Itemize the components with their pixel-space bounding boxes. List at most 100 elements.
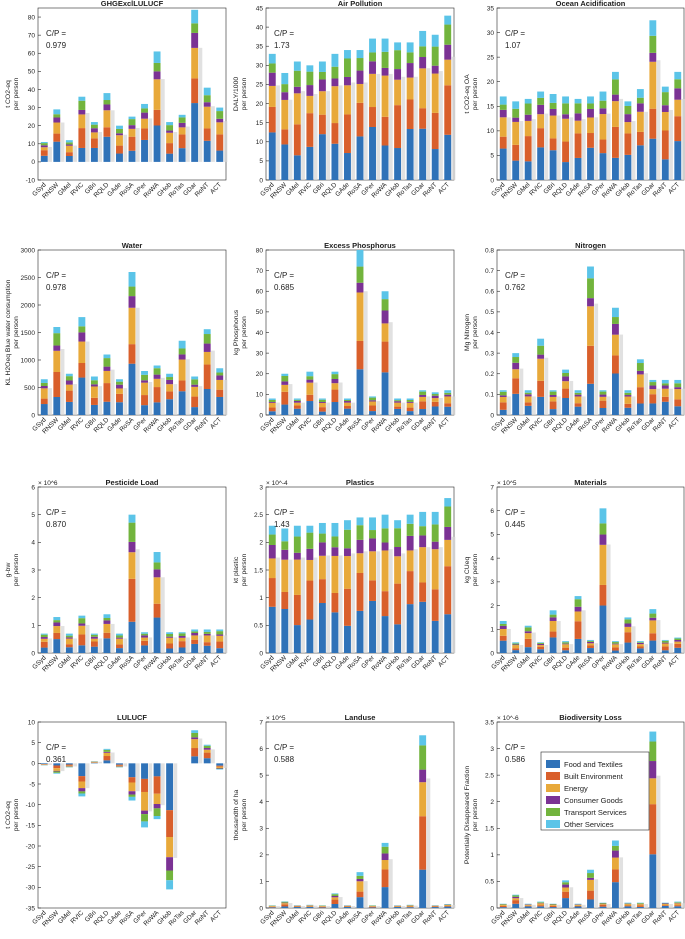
bar-GHob-seg4: [166, 857, 174, 871]
bar-compare-RoTas: [644, 904, 648, 908]
bar-GSyd-seg1: [499, 409, 507, 415]
bar-GSyd-seg5: [268, 534, 276, 546]
bar-RoWA-seg3: [153, 793, 161, 805]
bar-GAde-seg2: [574, 905, 582, 907]
bar-compare-GMel: [531, 396, 536, 415]
y-tick-label: 10: [256, 139, 264, 146]
bar-ACT-seg3: [444, 539, 452, 567]
bar-ACT-seg4: [674, 640, 682, 642]
bar-GPer-seg1: [599, 408, 607, 415]
bar-RoSA-seg1: [356, 136, 364, 180]
bar-RoTas-seg3: [406, 905, 414, 907]
bar-RoWA-seg5: [381, 846, 389, 854]
bar-RoWA-seg4: [381, 542, 389, 551]
bar-compare-RoTas: [413, 905, 418, 908]
bar-RQLD-seg2: [331, 592, 339, 613]
bar-RoSA-seg3: [356, 292, 364, 341]
bar-compare-GDar: [656, 620, 661, 653]
bar-compare-GBri: [556, 115, 561, 180]
bar-compare-RoNT: [669, 643, 673, 653]
bar-GBri-seg3: [318, 906, 326, 907]
bar-RoSA-seg1: [587, 899, 594, 908]
bar-GDar-seg5: [649, 35, 657, 53]
bar-RoNT-seg2: [203, 752, 211, 759]
y-axis-label: DALY/1000per person: [233, 77, 248, 111]
cp-value: 0.588: [274, 755, 295, 764]
bar-compare-ACT: [223, 763, 228, 768]
y-tick-label: 0: [259, 177, 263, 184]
bar-ACT-seg1: [444, 614, 452, 653]
bar-GDar-seg3: [419, 396, 427, 402]
bar-compare-RQLD: [338, 382, 343, 415]
bar-RoNT-seg5: [661, 383, 669, 386]
bar-compare-RoNT: [211, 106, 215, 162]
bar-GAde-seg2: [344, 406, 351, 409]
bar-GHob-seg6: [394, 42, 402, 51]
bar-compare-GPer: [148, 763, 153, 812]
bar-GPer-seg5: [599, 902, 607, 904]
bar-RQLD-seg2: [562, 141, 569, 163]
bar-compare-GAde: [351, 82, 356, 180]
bar-RoSA-seg6: [128, 796, 136, 801]
bar-compare-GPer: [376, 73, 381, 180]
bar-RNSW-seg2: [512, 648, 520, 651]
cp-label: C/P =: [46, 271, 66, 280]
bar-RoTas-seg3: [636, 374, 644, 388]
bar-RoTas-seg4: [636, 642, 644, 645]
bar-RoNT-seg2: [203, 128, 211, 141]
bar-RNSW-seg6: [281, 373, 289, 376]
bar-GDar-seg1: [191, 103, 199, 162]
bar-RNSW-seg6: [281, 528, 289, 542]
bar-GSyd-seg1: [40, 763, 48, 765]
bar-GDar-seg4: [419, 57, 427, 69]
legend-entry: Transport Services: [564, 808, 627, 817]
bar-compare-GDar: [198, 635, 203, 653]
bar-RQLD-seg2: [103, 383, 111, 402]
bar-RoWA-seg6: [612, 307, 619, 318]
bar-RVIC-seg3: [78, 781, 86, 789]
bar-RNSW-seg6: [512, 353, 520, 358]
bar-RNSW-seg1: [281, 906, 289, 908]
y-tick-label: 0.5: [485, 879, 494, 886]
bar-GBri-seg6: [549, 390, 557, 392]
bar-RoTas-seg6: [178, 340, 186, 349]
bar-RoTas-seg3: [636, 644, 644, 647]
bar-RoTas-seg1: [636, 906, 644, 908]
bar-compare-RVIC: [313, 905, 318, 908]
bar-RoWA-seg6: [612, 840, 619, 846]
bar-ACT-seg5: [674, 383, 682, 388]
bar-GBri-seg4: [90, 636, 98, 639]
bar-RoSA-seg3: [587, 643, 594, 646]
bar-RNSW-seg6: [512, 101, 520, 109]
bar-ACT-seg3: [444, 905, 452, 907]
y-tick-label: 0.5: [254, 623, 263, 630]
bar-GHob-seg6: [166, 373, 174, 378]
bar-RVIC-seg5: [78, 100, 86, 110]
bar-RoTas-seg2: [406, 906, 414, 908]
bar-GHob-seg2: [166, 643, 174, 649]
bar-compare-RoNT: [211, 749, 215, 764]
axis-exponent: × 10^-6: [497, 715, 519, 722]
bar-GHob-seg3: [394, 79, 402, 106]
x-tick-label: RVIC: [297, 654, 313, 670]
bar-GPer-seg3: [369, 401, 376, 406]
bar-RoNT-seg1: [431, 907, 439, 908]
y-tick-label: 5: [259, 158, 263, 165]
bar-GAde-seg2: [344, 114, 351, 154]
bar-RNSW-seg6: [53, 772, 61, 774]
y-tick-label: 1: [490, 852, 494, 859]
bar-RVIC-seg4: [306, 379, 314, 383]
bar-RoNT-seg3: [431, 398, 439, 402]
bar-RoWA-seg5: [153, 368, 161, 375]
bar-GBri-seg3: [90, 386, 98, 398]
bar-GPer-seg6: [141, 632, 148, 634]
bar-RoWA-seg3: [612, 101, 619, 127]
bar-RQLD-seg4: [562, 376, 569, 382]
y-tick-label: 0: [31, 650, 35, 657]
bar-RoNT-seg5: [203, 334, 211, 344]
bar-GDar-seg5: [191, 379, 199, 385]
bar-GSyd-seg6: [40, 141, 48, 144]
bar-compare-GHob: [173, 637, 178, 653]
bar-RVIC-seg3: [78, 341, 86, 363]
bar-GBri-seg2: [318, 579, 326, 604]
